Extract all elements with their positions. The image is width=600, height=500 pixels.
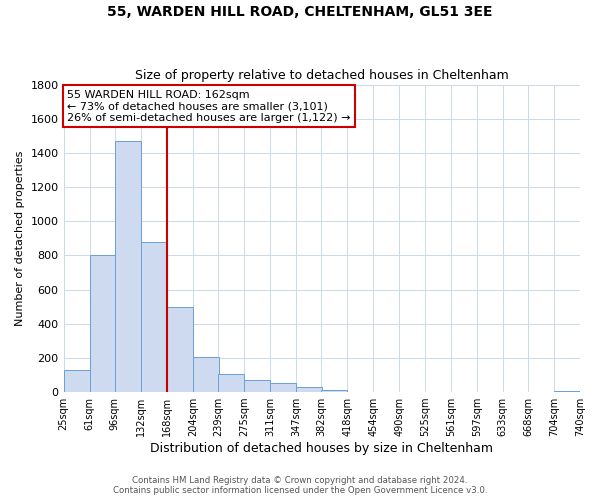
Bar [270,383,296,392]
Bar [167,306,193,392]
Bar [193,357,219,392]
Title: Size of property relative to detached houses in Cheltenham: Size of property relative to detached ho… [135,69,509,82]
Bar [141,242,167,392]
Text: 55, WARDEN HILL ROAD, CHELTENHAM, GL51 3EE: 55, WARDEN HILL ROAD, CHELTENHAM, GL51 3… [107,5,493,19]
Bar [322,390,347,392]
Y-axis label: Number of detached properties: Number of detached properties [15,150,25,326]
X-axis label: Distribution of detached houses by size in Cheltenham: Distribution of detached houses by size … [150,442,493,455]
Bar [89,256,116,392]
Bar [218,374,244,392]
Text: Contains HM Land Registry data © Crown copyright and database right 2024.
Contai: Contains HM Land Registry data © Crown c… [113,476,487,495]
Bar [115,141,141,392]
Bar [296,387,322,392]
Bar [554,391,580,392]
Bar [64,370,89,392]
Bar [244,380,270,392]
Text: 55 WARDEN HILL ROAD: 162sqm
← 73% of detached houses are smaller (3,101)
26% of : 55 WARDEN HILL ROAD: 162sqm ← 73% of det… [67,90,350,123]
